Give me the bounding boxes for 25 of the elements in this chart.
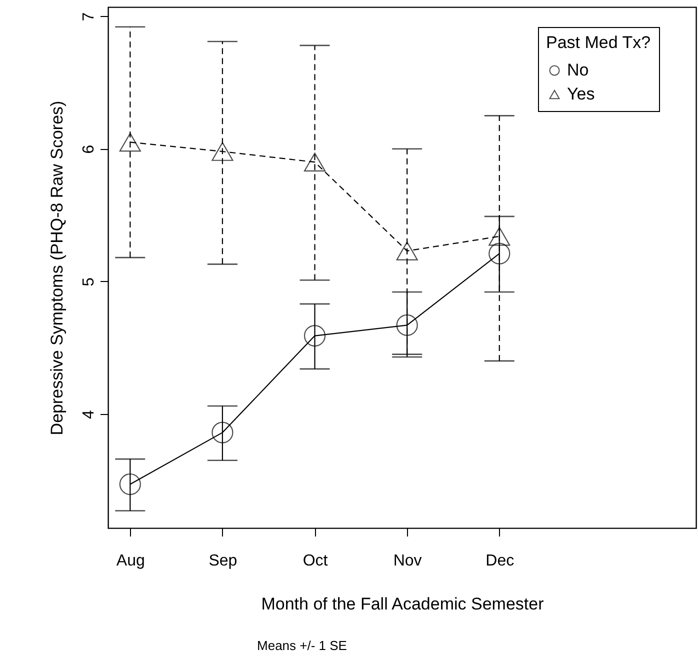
- y-axis-title: Depressive Symptoms (PHQ-8 Raw Scores): [48, 100, 66, 436]
- x-tick-label: Oct: [302, 552, 328, 570]
- point: [212, 142, 234, 161]
- y-tick-label: 6: [80, 144, 98, 154]
- point: [488, 226, 510, 246]
- x-axis-title: Month of the Fall Academic Semester: [261, 594, 544, 614]
- point: [304, 324, 326, 347]
- point: [119, 132, 141, 152]
- point: [396, 314, 418, 336]
- point: [212, 422, 234, 444]
- point: [119, 473, 141, 496]
- x-tick-label: Dec: [486, 552, 514, 570]
- x-tick-label: Nov: [393, 552, 422, 570]
- y-tick-label: 7: [80, 12, 98, 22]
- text: Means +/- 1 SE: [257, 638, 348, 653]
- y-tick-label: 4: [80, 410, 98, 419]
- point: [488, 242, 510, 264]
- x-tick-label: Aug: [116, 552, 145, 570]
- legend-title: Past Med Tx?: [546, 33, 651, 52]
- legend-label: No: [567, 60, 589, 80]
- point: [304, 152, 326, 172]
- point: [396, 242, 418, 260]
- legend-label: Yes: [567, 84, 595, 104]
- y-tick-label: 5: [80, 277, 98, 286]
- x-tick-label: Sep: [208, 552, 238, 570]
